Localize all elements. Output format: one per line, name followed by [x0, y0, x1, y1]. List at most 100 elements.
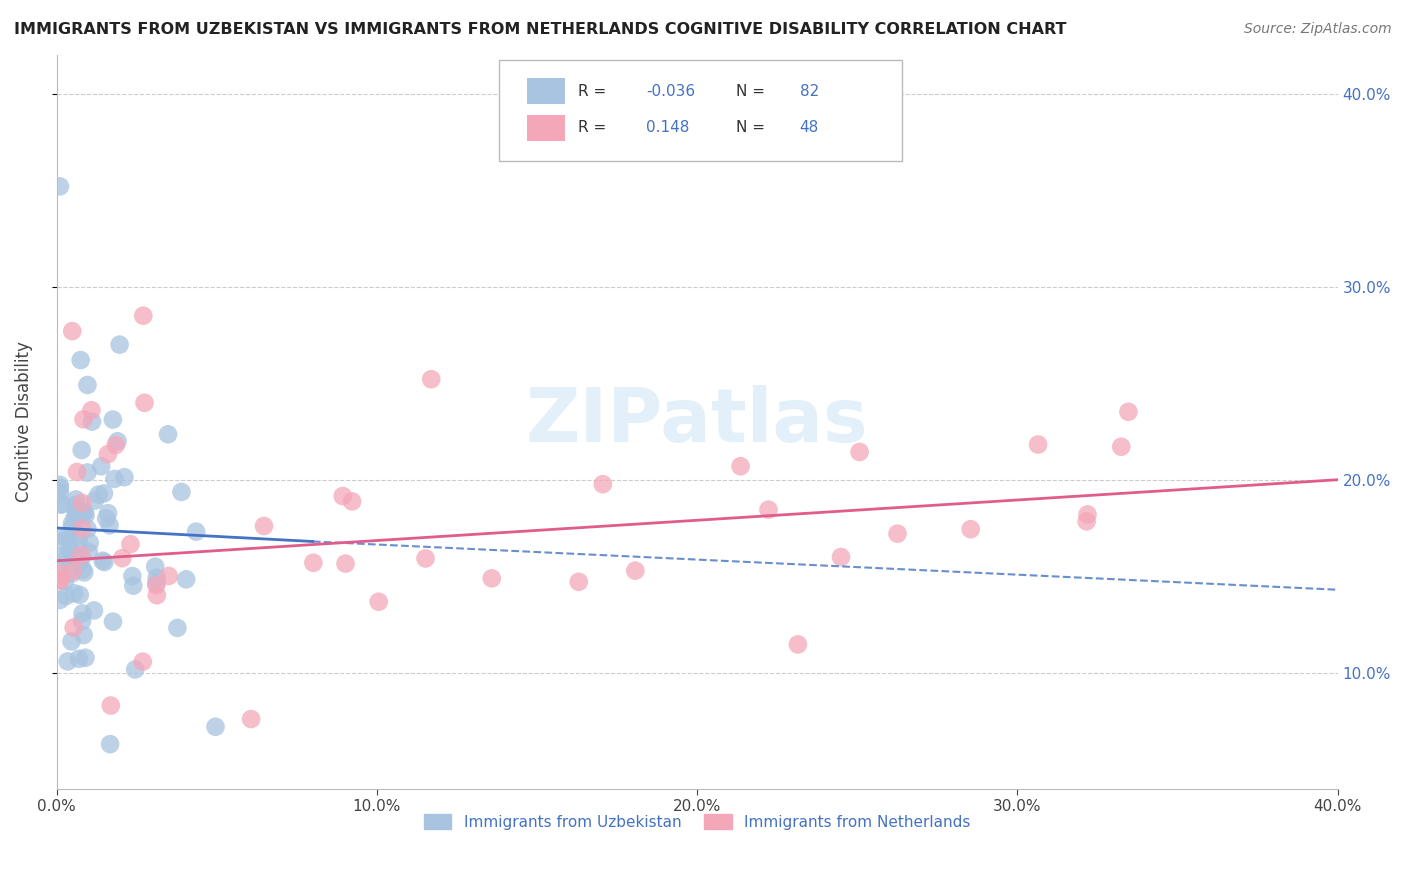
Point — [87, 487, 110, 501]
Point — [91, 554, 114, 568]
Point — [65, 498, 87, 512]
Point — [60, 634, 83, 648]
Point — [166, 621, 188, 635]
Point — [65, 492, 87, 507]
Point — [157, 427, 180, 442]
Point — [77, 545, 100, 559]
Point — [98, 737, 121, 751]
Point — [886, 526, 908, 541]
Point — [121, 569, 143, 583]
Point — [145, 578, 167, 592]
Point — [59, 544, 82, 558]
Point — [111, 551, 134, 566]
Point — [72, 522, 94, 536]
Point — [186, 524, 208, 539]
Point — [62, 564, 84, 578]
Point — [75, 650, 97, 665]
Point — [787, 637, 810, 651]
Point — [60, 566, 83, 581]
Point — [592, 477, 614, 491]
Point — [76, 522, 98, 536]
Point — [730, 459, 752, 474]
Point — [624, 564, 647, 578]
Point — [100, 698, 122, 713]
Text: R =: R = — [578, 120, 606, 136]
Point — [93, 486, 115, 500]
Point — [1076, 508, 1098, 522]
Point — [302, 556, 325, 570]
Point — [420, 372, 443, 386]
Point — [132, 655, 155, 669]
Point — [240, 712, 263, 726]
Text: N =: N = — [735, 120, 765, 136]
Point — [204, 720, 226, 734]
Point — [70, 550, 93, 565]
Point — [75, 508, 97, 523]
Point — [174, 572, 197, 586]
Point — [481, 571, 503, 585]
Point — [69, 557, 91, 571]
Point — [55, 550, 77, 565]
Point — [83, 493, 105, 508]
Point — [52, 549, 75, 563]
Point — [67, 529, 90, 543]
Point — [59, 543, 82, 558]
Point — [98, 518, 121, 533]
Bar — [527, 78, 565, 104]
Point — [132, 309, 155, 323]
Text: -0.036: -0.036 — [645, 84, 695, 99]
Point — [62, 549, 84, 564]
Point — [848, 445, 870, 459]
Point — [758, 502, 780, 516]
Point — [959, 522, 981, 536]
Point — [70, 614, 93, 628]
Point — [97, 447, 120, 461]
Point — [56, 654, 79, 668]
Point — [120, 537, 142, 551]
Point — [72, 607, 94, 621]
Point — [96, 511, 118, 525]
Point — [53, 530, 76, 544]
Point — [253, 519, 276, 533]
Point — [103, 472, 125, 486]
Point — [124, 663, 146, 677]
FancyBboxPatch shape — [499, 61, 903, 161]
Point — [80, 403, 103, 417]
Point — [73, 566, 96, 580]
Point — [83, 603, 105, 617]
Point — [1076, 514, 1098, 528]
Point — [51, 534, 73, 549]
Point — [107, 434, 129, 449]
Point — [72, 505, 94, 519]
Point — [340, 494, 363, 508]
Text: ZIPatlas: ZIPatlas — [526, 385, 869, 458]
Text: 82: 82 — [800, 84, 818, 99]
Point — [80, 415, 103, 429]
Point — [56, 532, 79, 546]
Point — [72, 412, 94, 426]
Point — [49, 574, 72, 588]
Point — [568, 574, 591, 589]
Point — [72, 628, 94, 642]
Point — [415, 551, 437, 566]
Point — [101, 615, 124, 629]
Y-axis label: Cognitive Disability: Cognitive Disability — [15, 342, 32, 502]
Point — [97, 506, 120, 520]
Point — [49, 573, 72, 587]
Point — [145, 576, 167, 591]
Text: Source: ZipAtlas.com: Source: ZipAtlas.com — [1244, 22, 1392, 37]
Point — [108, 337, 131, 351]
Point — [93, 555, 115, 569]
Point — [170, 484, 193, 499]
Point — [104, 438, 127, 452]
Bar — [527, 114, 565, 141]
Point — [1109, 440, 1132, 454]
Point — [59, 561, 82, 575]
Point — [73, 505, 96, 519]
Point — [60, 520, 83, 534]
Point — [1026, 437, 1049, 451]
Point — [63, 586, 86, 600]
Point — [55, 589, 77, 603]
Point — [101, 412, 124, 426]
Point — [122, 579, 145, 593]
